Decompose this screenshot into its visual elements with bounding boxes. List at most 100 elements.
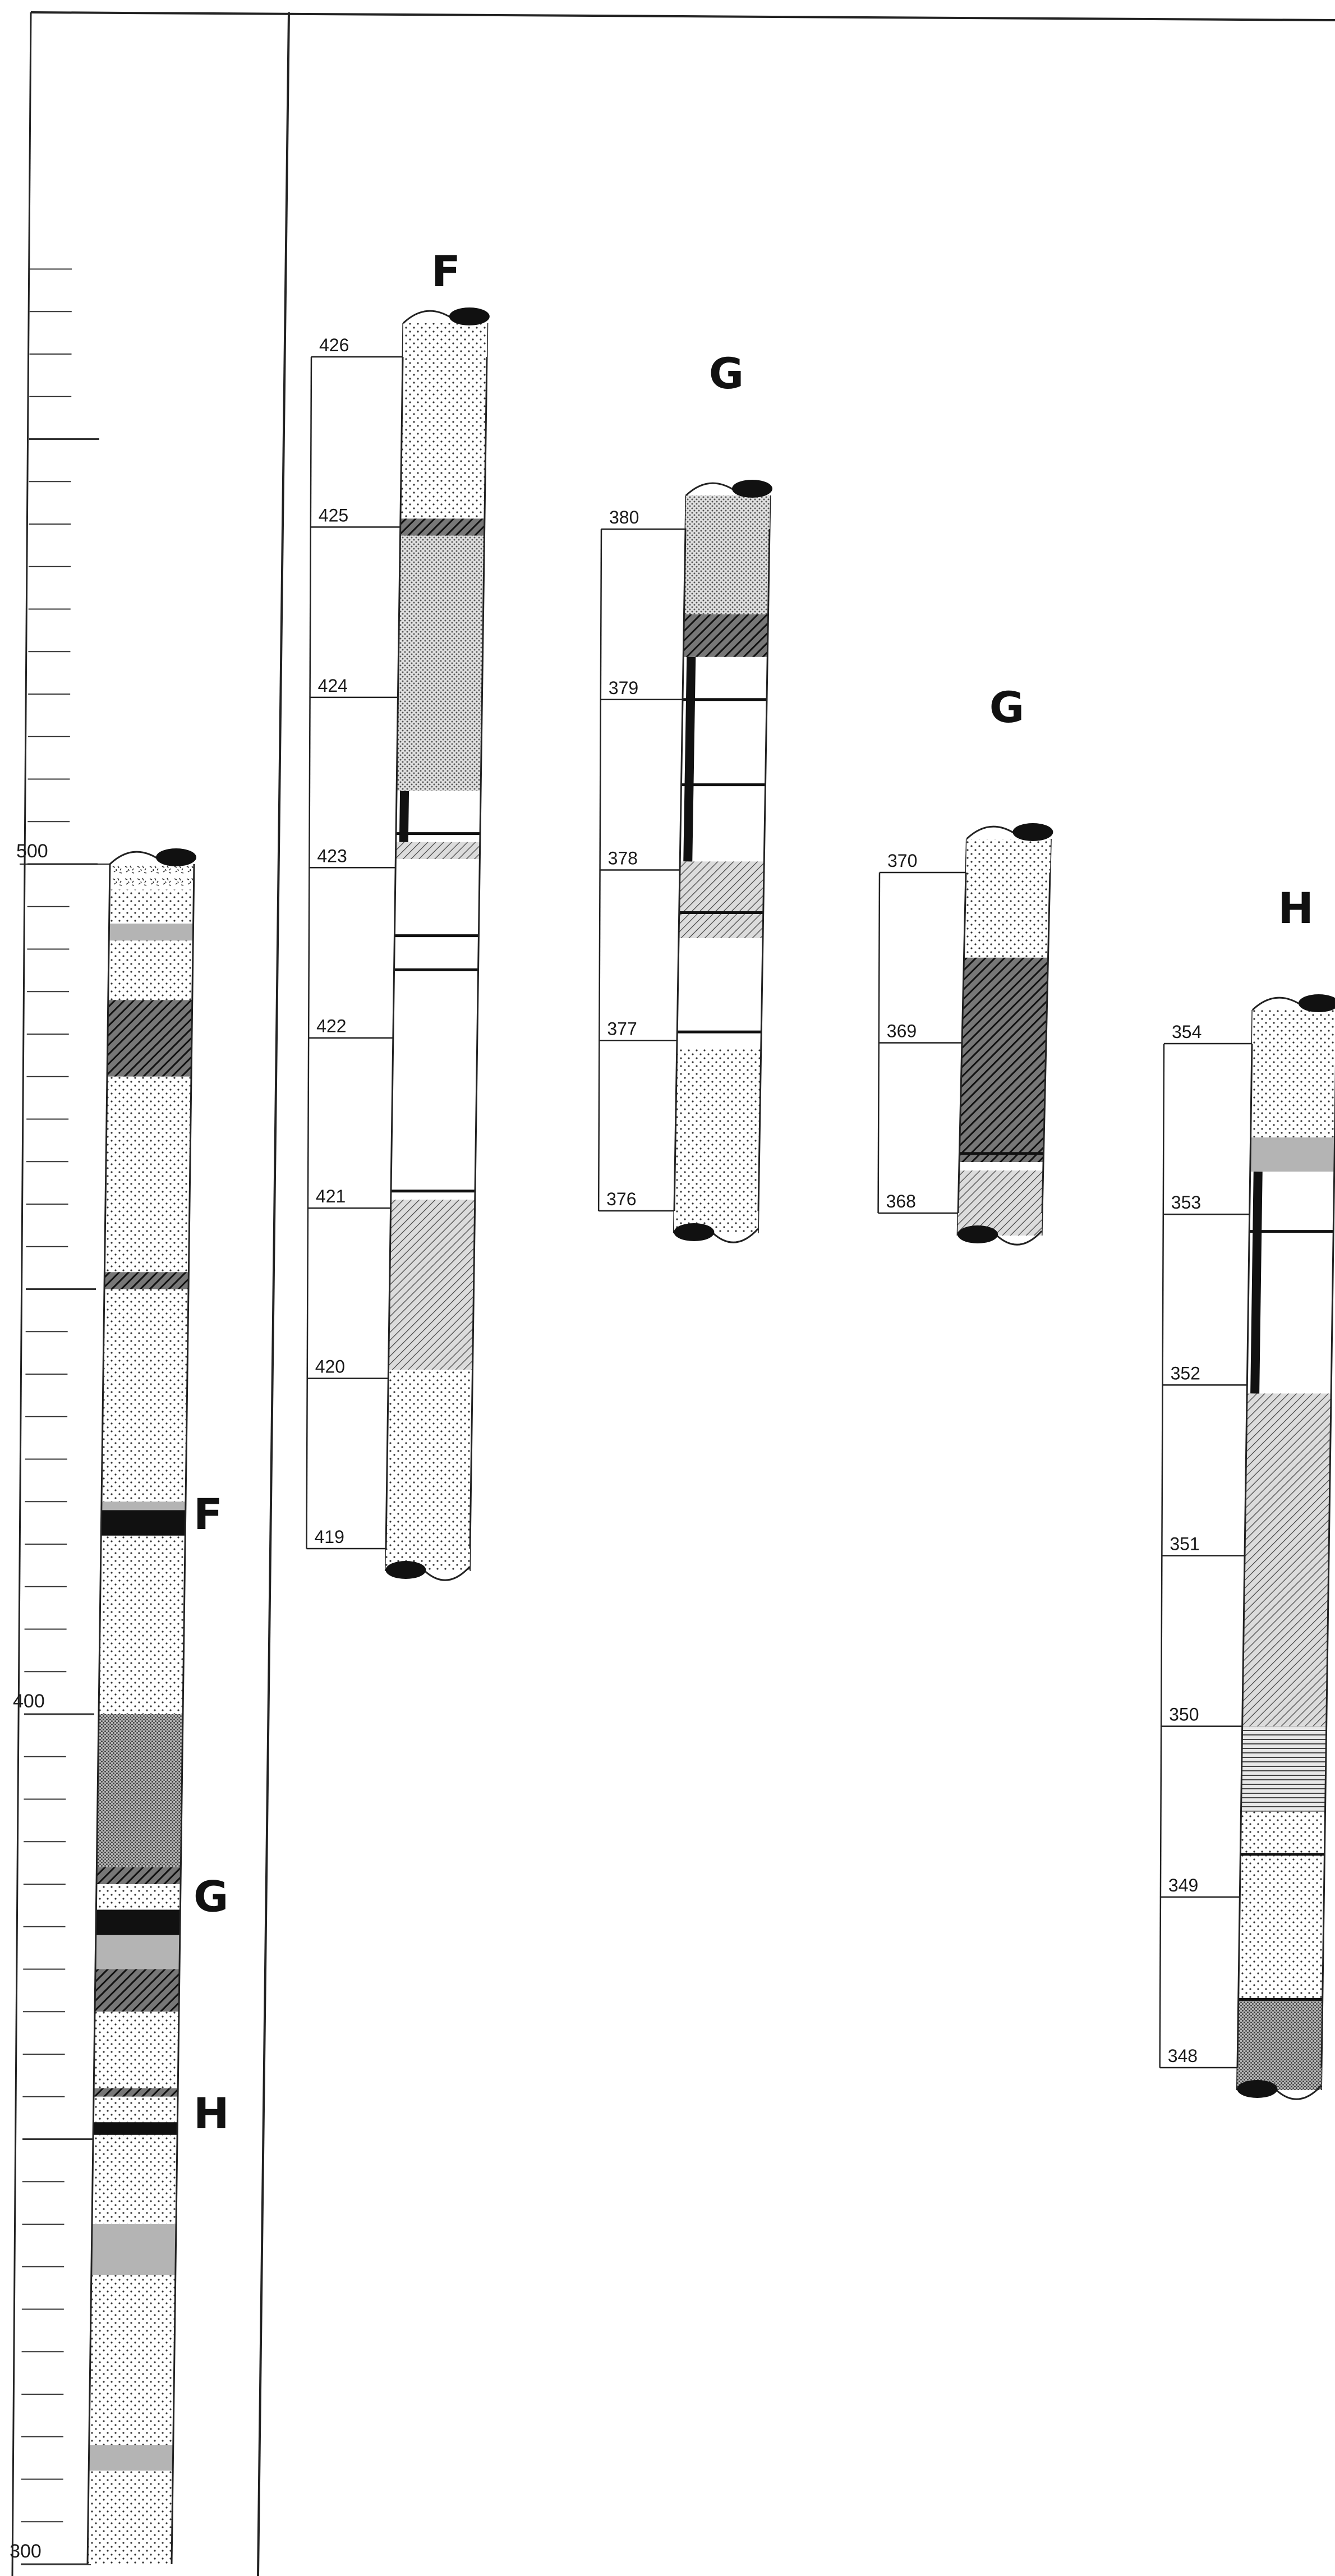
core-segment [1237, 1999, 1323, 2068]
overview-core-segment [104, 1272, 189, 1289]
core-top-cap [1251, 997, 1301, 1011]
core-top-knob [449, 307, 490, 325]
core-g-3: 370 369 368 G [877, 682, 1053, 1246]
overview-core-segment [95, 1909, 181, 1935]
core-segment [684, 529, 770, 614]
core-cap-fill [966, 839, 1051, 873]
overview-core-segment [99, 1535, 186, 1714]
overview-core-segment [93, 2122, 178, 2135]
core-top-cap [402, 310, 452, 324]
panel-divider [257, 12, 290, 2576]
core-depth-label: 421 [316, 1186, 346, 1206]
core-depth-label: 370 [887, 851, 917, 871]
core-segment [390, 859, 480, 1200]
core-segment [676, 938, 763, 1049]
overview-core-segment [104, 1076, 191, 1273]
core-depth-label: 426 [319, 335, 349, 355]
core-depth-label: 351 [1170, 1534, 1199, 1554]
core-cap-fill [403, 323, 487, 357]
overview-column: 500 400 300 F G H [10, 11, 1335, 2576]
overview-core-segment [109, 889, 194, 924]
overview-core-segment [102, 1289, 188, 1502]
scale-label: 500 [16, 841, 48, 862]
core-top-cap [685, 482, 734, 497]
scale-axis-line [11, 12, 32, 2576]
core-bottom-cap [424, 1565, 471, 1581]
core-segment [1242, 1393, 1332, 1726]
core-segment [1250, 1044, 1335, 1138]
core-depth-label: 368 [886, 1191, 916, 1211]
core-segment [397, 535, 485, 791]
core-edge [757, 495, 771, 1234]
overview-core-segment [96, 1884, 181, 1910]
core-edge [468, 323, 489, 1572]
core-segment [1250, 1137, 1335, 1172]
scale-label: 400 [13, 1691, 45, 1712]
core-edge [1041, 838, 1052, 1236]
overview-marker-f: F [194, 1489, 223, 1539]
core-depth-label: 380 [609, 507, 639, 527]
core-bottom-cap [1276, 2084, 1322, 2100]
overview-core-segment [89, 2275, 176, 2445]
overview-core-segment [88, 2471, 173, 2564]
core-edge [673, 495, 687, 1234]
overview-core-segment [101, 1510, 186, 1536]
core-edge [1236, 1009, 1254, 2091]
core-bottom-cap [996, 1230, 1043, 1246]
core-title-h: H [1278, 883, 1314, 933]
core-segment [959, 957, 1048, 1162]
core-edge [1320, 1063, 1335, 2091]
core-title-g: G [989, 682, 1024, 732]
core-bottom-knob [674, 1223, 715, 1241]
depth-scale [21, 268, 99, 2565]
core-depth-label: 349 [1168, 1875, 1198, 1895]
core-depth-label: 422 [316, 1016, 346, 1036]
overview-marker-g: G [194, 1872, 228, 1922]
core-segment [1241, 1726, 1327, 1812]
core-f-1: 426 425 424 423 422 421 420 419 F [306, 246, 490, 1581]
core-top-knob [731, 480, 772, 498]
overview-core-segment [94, 2012, 179, 2088]
overview-marker-h: H [194, 2088, 229, 2138]
core-depth-label: 379 [609, 678, 638, 698]
core-top-knob [1012, 823, 1053, 841]
core-detail-columns: 426 425 424 423 422 421 420 419 F 380 379 378 377 376… [306, 246, 1335, 2100]
core-depth-label: 348 [1168, 2046, 1198, 2066]
core-segment [395, 842, 480, 860]
overview-markers: F G H [194, 1489, 229, 2138]
core-edge [956, 838, 968, 1236]
overview-core-segment [94, 2088, 178, 2097]
top-border [30, 11, 1335, 21]
core-depth-label: 424 [318, 676, 348, 696]
core-segment [1238, 1811, 1325, 2000]
core-depth-label: 354 [1172, 1022, 1202, 1042]
core-segment [964, 873, 1050, 958]
scale-label: 300 [10, 2541, 42, 2562]
core-edge [384, 323, 404, 1572]
core-segment [400, 357, 487, 519]
overview-core-segment [96, 1714, 183, 1867]
core-segment [959, 1161, 1044, 1171]
overview-core-edge [171, 864, 195, 2565]
overview-core [20, 848, 196, 2565]
core-segment [679, 861, 765, 938]
overview-core-cap-knob [156, 848, 196, 866]
core-segment [674, 1049, 761, 1211]
core-segment [388, 1199, 475, 1370]
core-depth-label: 377 [607, 1018, 637, 1039]
overview-core-segment [96, 1867, 181, 1884]
core-segment [680, 656, 768, 862]
core-depth-label: 378 [608, 848, 638, 869]
overview-core-segment [109, 924, 194, 941]
core-bottom-knob [957, 1225, 998, 1243]
core-depth-label: 419 [315, 1527, 344, 1547]
overview-frame [11, 11, 1335, 2576]
core-depth-label: 376 [606, 1189, 636, 1209]
core-top-knob [1298, 994, 1335, 1012]
overview-core-segment [89, 2445, 173, 2471]
core-top-cap [966, 825, 1015, 840]
core-depth-label: 423 [317, 846, 347, 866]
core-void-strip [1250, 1172, 1263, 1394]
core-depth-label: 425 [319, 505, 348, 525]
core-title-f: F [431, 246, 461, 296]
